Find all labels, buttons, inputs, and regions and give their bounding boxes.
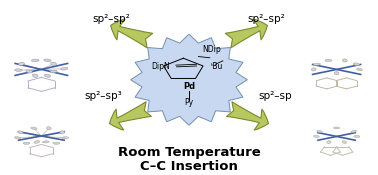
Ellipse shape <box>357 68 363 71</box>
Text: Pd: Pd <box>183 82 195 91</box>
Ellipse shape <box>23 142 30 144</box>
Ellipse shape <box>26 70 33 73</box>
Ellipse shape <box>44 74 51 77</box>
Ellipse shape <box>354 135 360 137</box>
Text: sp²–sp³: sp²–sp³ <box>84 91 122 101</box>
Ellipse shape <box>342 141 347 144</box>
Ellipse shape <box>34 141 40 143</box>
Ellipse shape <box>314 135 319 138</box>
Ellipse shape <box>327 141 331 144</box>
Ellipse shape <box>50 70 57 73</box>
Ellipse shape <box>15 69 22 71</box>
Ellipse shape <box>51 62 56 66</box>
Ellipse shape <box>31 127 37 130</box>
Text: sp²–sp²: sp²–sp² <box>93 14 131 24</box>
Text: Py: Py <box>184 98 194 107</box>
Ellipse shape <box>18 131 23 134</box>
Ellipse shape <box>333 127 340 129</box>
Ellipse shape <box>44 59 51 62</box>
Text: ᵗBu: ᵗBu <box>211 62 223 71</box>
Text: sp²–sp: sp²–sp <box>258 91 292 101</box>
Text: Room Temperature: Room Temperature <box>118 146 260 159</box>
Ellipse shape <box>19 62 25 65</box>
Ellipse shape <box>313 63 321 65</box>
Ellipse shape <box>62 137 69 139</box>
Ellipse shape <box>53 142 60 144</box>
Ellipse shape <box>334 72 339 75</box>
Text: NDip: NDip <box>202 45 221 54</box>
Ellipse shape <box>33 74 38 77</box>
Ellipse shape <box>60 131 65 134</box>
Ellipse shape <box>311 68 316 71</box>
Ellipse shape <box>317 130 322 133</box>
Text: sp²–sp²: sp²–sp² <box>247 14 285 24</box>
Polygon shape <box>131 34 247 125</box>
Text: DipN: DipN <box>151 62 170 71</box>
Ellipse shape <box>14 137 21 139</box>
Ellipse shape <box>342 59 347 62</box>
Ellipse shape <box>31 59 39 62</box>
Ellipse shape <box>353 63 359 65</box>
Text: C–C Insertion: C–C Insertion <box>140 160 238 173</box>
Ellipse shape <box>325 59 332 62</box>
Ellipse shape <box>351 130 356 133</box>
Ellipse shape <box>61 67 68 70</box>
Ellipse shape <box>42 141 49 143</box>
Ellipse shape <box>46 127 51 130</box>
